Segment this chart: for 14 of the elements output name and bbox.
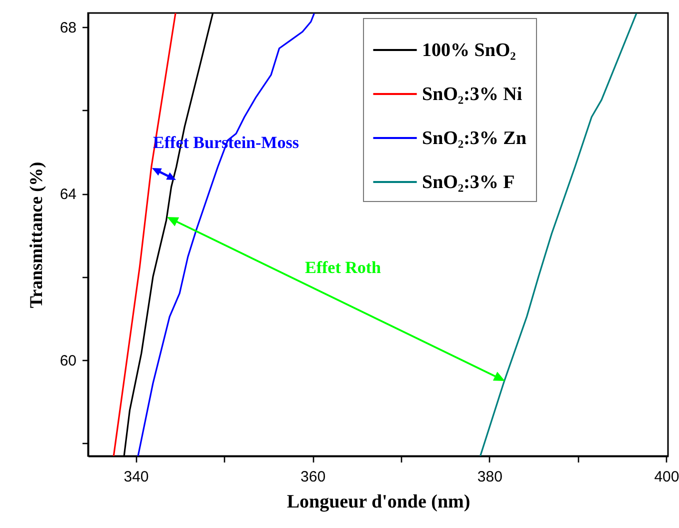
y-tick-label: 68: [60, 20, 76, 37]
legend-label: 100% SnO₂: [422, 40, 516, 61]
y-axis-title: Transmittance (%): [26, 162, 46, 308]
x-tick-label: 340: [124, 468, 149, 486]
y-tick-label: 64: [60, 186, 76, 204]
annotation: Effet Roth: [304, 258, 382, 277]
x-axis-title: Longueur d'onde (nm): [286, 492, 470, 512]
legend-label: SnO₂:3% Ni: [422, 84, 522, 105]
legend-label: SnO₂:3% F: [422, 172, 515, 193]
x-tick-label: 380: [477, 468, 502, 486]
legend-label: SnO₂:3% Zn: [422, 128, 527, 149]
y-tick-label: 60: [60, 352, 76, 370]
x-tick-label: 400: [654, 468, 679, 486]
x-tick-label: 360: [300, 468, 326, 486]
